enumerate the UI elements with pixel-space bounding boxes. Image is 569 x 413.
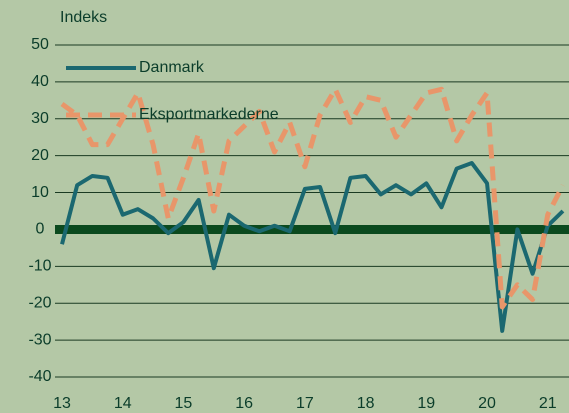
legend-label: Danmark [139, 59, 205, 76]
y-tick-label: 50 [31, 36, 49, 53]
x-tick-label: 19 [417, 395, 435, 412]
y-tick-label: 30 [31, 110, 49, 127]
y-tick-label: 40 [31, 73, 49, 90]
legend-label: Eksportmarkederne [139, 106, 279, 123]
x-tick-label: 21 [539, 395, 557, 412]
y-tick-label: -40 [28, 368, 51, 385]
y-tick-label: 20 [31, 147, 49, 164]
y-tick-label: -30 [28, 331, 51, 348]
y-tick-label: -20 [28, 294, 51, 311]
y-tick-label: -10 [28, 258, 51, 275]
x-tick-label: 14 [114, 395, 132, 412]
x-tick-label: 17 [296, 395, 314, 412]
y-axis-label: Indeks [60, 9, 107, 26]
x-tick-label: 16 [235, 395, 253, 412]
x-tick-label: 13 [53, 395, 71, 412]
series-line [60, 86, 566, 310]
x-tick-label: 20 [478, 395, 496, 412]
x-tick-label: 18 [357, 395, 375, 412]
y-tick-label: 10 [31, 184, 49, 201]
series-line [60, 161, 565, 333]
y-tick-label: 0 [36, 221, 45, 238]
x-tick-label: 15 [175, 395, 193, 412]
